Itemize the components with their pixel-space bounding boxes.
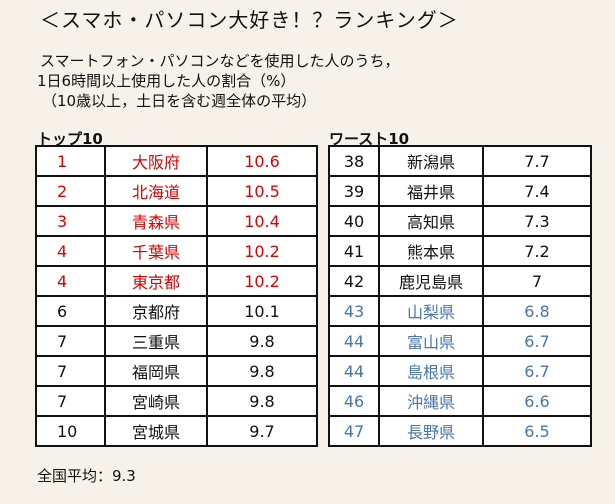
prefecture-cell: 長野県 xyxy=(378,415,484,447)
rank-cell: 7 xyxy=(35,385,106,417)
table-row: 43 山梨県 6.8 xyxy=(328,295,592,327)
table-row: 7 福岡県 9.8 xyxy=(35,355,318,387)
value-cell: 10.4 xyxy=(206,205,318,237)
value-cell: 10.5 xyxy=(206,175,318,207)
table-row: 4 千葉県 10.2 xyxy=(35,235,318,267)
table-row: 7 宮崎県 9.8 xyxy=(35,385,318,417)
value-cell: 9.8 xyxy=(206,325,318,357)
rank-cell: 42 xyxy=(328,265,380,297)
value-cell: 10.6 xyxy=(206,145,318,177)
prefecture-cell: 福岡県 xyxy=(104,355,208,387)
rank-cell: 46 xyxy=(328,385,380,417)
rank-cell: 1 xyxy=(35,145,106,177)
worst10-table: 38 新潟県 7.7 39 福井県 7.4 40 高知県 7.3 41 熊本県 … xyxy=(328,145,592,447)
prefecture-cell: 鹿児島県 xyxy=(378,265,484,297)
value-cell: 9.7 xyxy=(206,415,318,447)
subtitle-line-3: （10歳以上，土日を含む週全体の平均） xyxy=(42,92,317,110)
table-row: 46 沖縄県 6.6 xyxy=(328,385,592,417)
national-average: 全国平均：9.3 xyxy=(37,467,136,485)
value-cell: 6.8 xyxy=(482,295,592,327)
value-cell: 7.7 xyxy=(482,145,592,177)
value-cell: 7.3 xyxy=(482,205,592,237)
value-cell: 9.8 xyxy=(206,355,318,387)
value-cell: 9.8 xyxy=(206,385,318,417)
rank-cell: 2 xyxy=(35,175,106,207)
table-row: 39 福井県 7.4 xyxy=(328,175,592,207)
rank-cell: 10 xyxy=(35,415,106,447)
prefecture-cell: 三重県 xyxy=(104,325,208,357)
prefecture-cell: 京都府 xyxy=(104,295,208,327)
table-row: 44 富山県 6.7 xyxy=(328,325,592,357)
table-row: 10 宮城県 9.7 xyxy=(35,415,318,447)
value-cell: 7.4 xyxy=(482,175,592,207)
table-row: 40 高知県 7.3 xyxy=(328,205,592,237)
table-row: 3 青森県 10.4 xyxy=(35,205,318,237)
rank-cell: 47 xyxy=(328,415,380,447)
rank-cell: 7 xyxy=(35,355,106,387)
table-row: 42 鹿児島県 7 xyxy=(328,265,592,297)
value-cell: 7.2 xyxy=(482,235,592,267)
prefecture-cell: 宮崎県 xyxy=(104,385,208,417)
rank-cell: 38 xyxy=(328,145,380,177)
prefecture-cell: 山梨県 xyxy=(378,295,484,327)
table-row: 4 東京都 10.2 xyxy=(35,265,318,297)
prefecture-cell: 青森県 xyxy=(104,205,208,237)
subtitle-line-1: スマートフォン・パソコンなどを使用した人のうち， xyxy=(40,52,400,70)
rank-cell: 41 xyxy=(328,235,380,267)
value-cell: 10.2 xyxy=(206,235,318,267)
prefecture-cell: 熊本県 xyxy=(378,235,484,267)
prefecture-cell: 高知県 xyxy=(378,205,484,237)
subtitle-line-2: 1日6時間以上使用した人の割合（%） xyxy=(37,72,296,90)
rank-cell: 44 xyxy=(328,355,380,387)
table-row: 2 北海道 10.5 xyxy=(35,175,318,207)
table-row: 44 島根県 6.7 xyxy=(328,355,592,387)
prefecture-cell: 東京都 xyxy=(104,265,208,297)
rank-cell: 43 xyxy=(328,295,380,327)
rank-cell: 4 xyxy=(35,235,106,267)
table-row: 1 大阪府 10.6 xyxy=(35,145,318,177)
prefecture-cell: 大阪府 xyxy=(104,145,208,177)
prefecture-cell: 島根県 xyxy=(378,355,484,387)
top10-table: 1 大阪府 10.6 2 北海道 10.5 3 青森県 10.4 4 千葉県 1… xyxy=(35,145,318,447)
top10-label: トップ10 xyxy=(37,130,103,148)
prefecture-cell: 沖縄県 xyxy=(378,385,484,417)
value-cell: 6.7 xyxy=(482,325,592,357)
prefecture-cell: 新潟県 xyxy=(378,145,484,177)
page-title: ＜スマホ・パソコン大好き！？ランキング＞ xyxy=(40,8,459,32)
prefecture-cell: 千葉県 xyxy=(104,235,208,267)
rank-cell: 39 xyxy=(328,175,380,207)
prefecture-cell: 宮城県 xyxy=(104,415,208,447)
table-row: 41 熊本県 7.2 xyxy=(328,235,592,267)
value-cell: 6.6 xyxy=(482,385,592,417)
value-cell: 6.7 xyxy=(482,355,592,387)
rank-cell: 3 xyxy=(35,205,106,237)
value-cell: 6.5 xyxy=(482,415,592,447)
value-cell: 10.2 xyxy=(206,265,318,297)
table-row: 7 三重県 9.8 xyxy=(35,325,318,357)
worst10-label: ワースト10 xyxy=(329,130,410,148)
rank-cell: 40 xyxy=(328,205,380,237)
table-row: 47 長野県 6.5 xyxy=(328,415,592,447)
prefecture-cell: 富山県 xyxy=(378,325,484,357)
rank-cell: 44 xyxy=(328,325,380,357)
rank-cell: 6 xyxy=(35,295,106,327)
rank-cell: 4 xyxy=(35,265,106,297)
table-row: 38 新潟県 7.7 xyxy=(328,145,592,177)
prefecture-cell: 福井県 xyxy=(378,175,484,207)
prefecture-cell: 北海道 xyxy=(104,175,208,207)
table-row: 6 京都府 10.1 xyxy=(35,295,318,327)
value-cell: 7 xyxy=(482,265,592,297)
value-cell: 10.1 xyxy=(206,295,318,327)
rank-cell: 7 xyxy=(35,325,106,357)
